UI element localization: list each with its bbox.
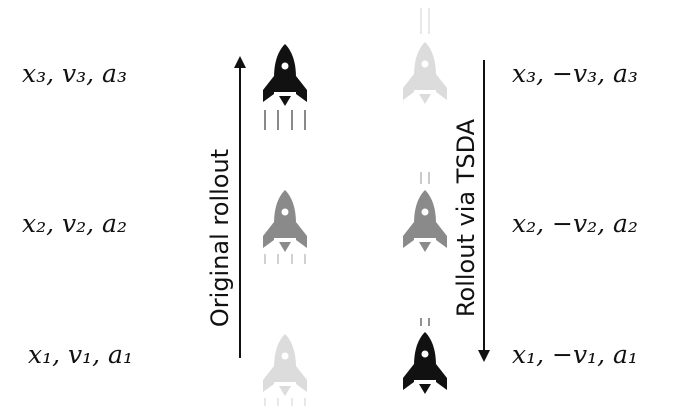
rocket-icon-left-middle	[263, 190, 307, 264]
rocket-icon-right-bottom	[403, 318, 447, 394]
right-state-label-1: x₁, −v₁, a₁	[512, 340, 638, 369]
right-state-label-3: x₃, −v₃, a₃	[512, 59, 638, 88]
right-state-label-2: x₂, −v₂, a₂	[512, 209, 638, 238]
tsda-rollout-label: Rollout via TSDA	[452, 118, 480, 317]
original-rollout-label: Original rollout	[206, 149, 234, 327]
left-state-label-3: x₃, v₃, a₃	[22, 59, 127, 88]
rocket-icon-right-top	[403, 8, 447, 104]
rocket-icon-left-top	[263, 44, 307, 130]
left-state-label-2: x₂, v₂, a₂	[22, 209, 127, 238]
rocket-icon-left-bottom	[263, 334, 307, 406]
left-state-label-1: x₁, v₁, a₁	[28, 340, 133, 369]
rocket-icon-right-middle	[403, 172, 447, 252]
